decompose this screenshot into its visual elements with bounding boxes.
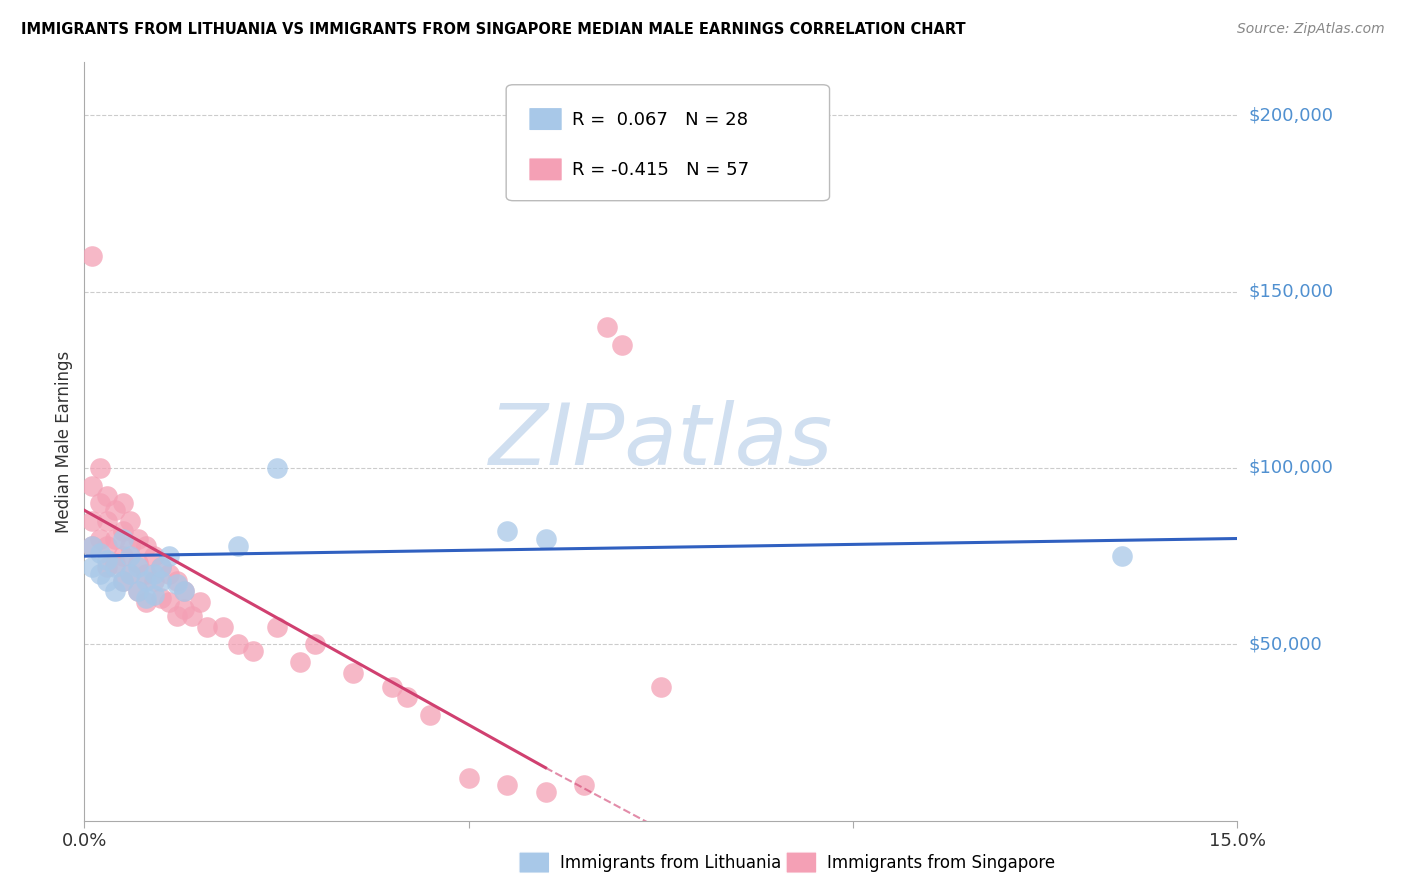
Point (96, 552, 118, 566)
Point (534, 532, 557, 546)
Point (195, 620, 218, 634)
Point (96, 539, 118, 553)
Point (80, 478, 103, 492)
Point (396, 690, 419, 705)
Point (96, 514, 118, 528)
Point (127, 559, 149, 574)
Point (419, 707, 441, 722)
Text: R = -0.415   N = 57: R = -0.415 N = 57 (572, 161, 749, 179)
Text: Source: ZipAtlas.com: Source: ZipAtlas.com (1237, 22, 1385, 37)
Point (111, 574, 134, 588)
Point (142, 574, 165, 588)
Point (89, 461, 111, 475)
Point (135, 591, 157, 606)
Point (120, 566, 142, 581)
Point (127, 584, 149, 599)
Point (96, 559, 118, 574)
Point (80, 539, 103, 553)
Text: $150,000: $150,000 (1249, 283, 1334, 301)
Point (1111, 549, 1133, 563)
Point (612, 337, 634, 351)
Point (157, 549, 180, 563)
Point (242, 644, 264, 658)
Point (89, 546, 111, 560)
Point (80, 539, 103, 553)
Text: $50,000: $50,000 (1249, 635, 1323, 653)
Point (135, 595, 157, 609)
Point (127, 556, 149, 570)
Point (120, 566, 142, 581)
Text: Immigrants from Lithuania: Immigrants from Lithuania (560, 855, 780, 872)
Point (104, 584, 127, 599)
Point (135, 539, 157, 553)
Point (80, 514, 103, 528)
Point (211, 620, 233, 634)
Point (142, 588, 165, 602)
Point (120, 549, 142, 563)
Point (89, 566, 111, 581)
Point (173, 584, 195, 599)
Point (142, 566, 165, 581)
Point (80, 249, 103, 263)
Point (142, 549, 165, 563)
Point (650, 680, 672, 694)
Point (111, 496, 134, 510)
Text: R =  0.067   N = 28: R = 0.067 N = 28 (572, 112, 748, 129)
Text: $200,000: $200,000 (1249, 106, 1334, 124)
Point (150, 574, 173, 588)
Y-axis label: Median Male Earnings: Median Male Earnings (55, 351, 73, 533)
Point (89, 496, 111, 510)
Point (89, 532, 111, 546)
Point (457, 772, 479, 786)
Point (304, 637, 326, 651)
Point (157, 566, 180, 581)
Point (120, 539, 142, 553)
Point (266, 620, 288, 634)
Point (150, 559, 173, 574)
Point (496, 524, 519, 539)
Text: Immigrants from Singapore: Immigrants from Singapore (827, 855, 1054, 872)
Point (111, 549, 134, 563)
Point (80, 559, 103, 574)
Point (226, 637, 249, 651)
Text: $100,000: $100,000 (1249, 459, 1334, 477)
Point (342, 665, 364, 680)
Point (104, 503, 127, 517)
Point (111, 574, 134, 588)
Point (111, 524, 134, 539)
Text: ZIPatlas: ZIPatlas (489, 400, 832, 483)
Point (127, 584, 149, 599)
Point (572, 778, 595, 792)
Point (173, 602, 195, 616)
Point (104, 532, 127, 546)
Point (135, 566, 157, 581)
Point (166, 577, 188, 591)
Point (266, 461, 288, 475)
Point (157, 595, 180, 609)
Point (181, 609, 204, 624)
Point (150, 591, 173, 606)
Point (166, 574, 188, 588)
Point (96, 574, 118, 588)
Point (96, 489, 118, 503)
Point (188, 595, 211, 609)
Point (226, 539, 249, 553)
Point (150, 559, 173, 574)
Point (135, 574, 157, 588)
Point (104, 556, 127, 570)
Point (173, 584, 195, 599)
Point (288, 655, 311, 669)
Point (104, 559, 127, 574)
Point (534, 785, 557, 799)
Point (111, 532, 134, 546)
Point (127, 532, 149, 546)
Point (496, 778, 519, 792)
Point (596, 320, 619, 334)
Point (120, 514, 142, 528)
Point (166, 609, 188, 624)
Point (381, 680, 404, 694)
Text: IMMIGRANTS FROM LITHUANIA VS IMMIGRANTS FROM SINGAPORE MEDIAN MALE EARNINGS CORR: IMMIGRANTS FROM LITHUANIA VS IMMIGRANTS … (21, 22, 966, 37)
